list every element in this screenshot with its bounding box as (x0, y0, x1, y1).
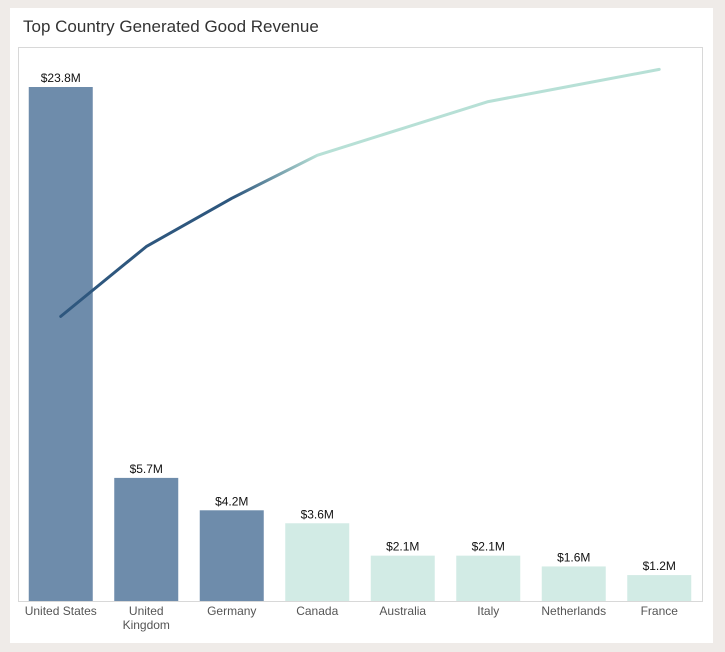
value-label: $5.7M (130, 462, 163, 476)
category-label: Canada (296, 604, 338, 618)
cumulative-line-group (59, 67, 661, 318)
category-label: Germany (207, 604, 256, 618)
category-label: United Kingdom (123, 604, 170, 632)
bar-canada[interactable] (285, 523, 350, 601)
category-label: Netherlands (541, 604, 606, 618)
chart-title: Top Country Generated Good Revenue (23, 17, 319, 36)
value-labels-group: $23.8M $5.7M $4.2M $3.6M $2.1M $2.1M $1.6M $1.2… (41, 71, 676, 573)
value-label: $23.8M (41, 71, 81, 85)
bar-germany[interactable] (199, 510, 264, 601)
bars-group (28, 87, 692, 601)
bar-italy[interactable] (456, 555, 521, 601)
value-label: $3.6M (301, 507, 334, 521)
value-label: $2.1M (472, 540, 505, 554)
bar-united-states[interactable] (28, 87, 93, 601)
bar-france[interactable] (627, 575, 692, 601)
bar-australia[interactable] (370, 555, 435, 601)
bar-united-kingdom[interactable] (114, 477, 179, 601)
cumulative-revenue-line[interactable] (59, 67, 661, 318)
value-label: $4.2M (215, 494, 248, 508)
category-label: United States (25, 604, 97, 618)
value-label: $1.6M (557, 550, 590, 564)
value-label: $1.2M (643, 559, 676, 573)
bar-netherlands[interactable] (541, 566, 606, 601)
plot-area-border (18, 47, 703, 602)
category-label: France (641, 604, 679, 618)
value-label: $2.1M (386, 540, 419, 554)
category-label: Australia (379, 604, 426, 618)
category-labels-group: United States United Kingdom Germany Canada A… (25, 604, 679, 632)
category-label: Italy (477, 604, 499, 618)
